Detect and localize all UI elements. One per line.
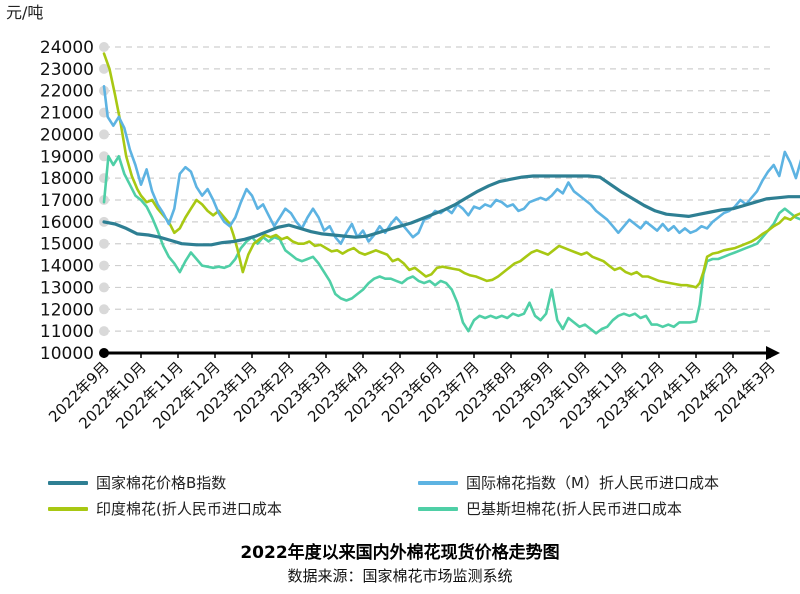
price-trend-chart: 元/吨 240002300022000210002000019000180001… bbox=[6, 3, 800, 433]
y-tick-marker bbox=[99, 282, 109, 293]
chart-title: 2022年度以来国内外棉花现货价格走势图 bbox=[240, 543, 560, 563]
y-tick-marker bbox=[99, 326, 109, 337]
y-tick-label: 17000 bbox=[40, 191, 94, 211]
chart-source: 数据来源：国家棉花市场监测系统 bbox=[287, 567, 513, 585]
y-tick-marker bbox=[99, 151, 109, 162]
x-tick-labels: 2022年9月2022年10月2022年11月2022年12月2023年1月20… bbox=[45, 358, 779, 432]
y-tick-label: 21000 bbox=[40, 104, 94, 124]
series-lines bbox=[102, 52, 800, 335]
y-tick-marker bbox=[99, 260, 109, 271]
series-line-3 bbox=[102, 155, 800, 335]
legend-label-international-index: 国际棉花指数（M）折人民币进口成本 bbox=[466, 474, 719, 492]
y-tick-label: 12000 bbox=[40, 300, 94, 320]
y-tick-label: 19000 bbox=[40, 147, 94, 167]
series-line-0 bbox=[102, 174, 800, 247]
legend-item-international-index: 国际棉花指数（M）折人民币进口成本 bbox=[418, 472, 719, 493]
y-tick-label: 13000 bbox=[40, 278, 94, 298]
y-tick-label: 15000 bbox=[40, 235, 94, 255]
legend-item-b-index: 国家棉花价格B指数 bbox=[48, 472, 226, 493]
legend-label-pakistan: 巴基斯坦棉花(折人民币进口成本 bbox=[466, 500, 682, 518]
legend-swatch-b-index bbox=[48, 480, 88, 485]
legend-swatch-international-index bbox=[418, 480, 458, 485]
series-line-2 bbox=[102, 52, 800, 289]
axes bbox=[99, 346, 780, 360]
y-tick-marker bbox=[99, 42, 109, 52]
series-line-1 bbox=[102, 85, 800, 245]
y-tick-marker bbox=[99, 304, 109, 315]
y-tick-marker bbox=[99, 129, 109, 140]
y-tick-label: 22000 bbox=[40, 82, 94, 102]
legend-swatch-pakistan bbox=[418, 506, 458, 511]
legend-label-india: 印度棉花(折人民币进口成本 bbox=[96, 500, 282, 518]
y-tick-label: 24000 bbox=[40, 38, 94, 58]
y-tick-label: 20000 bbox=[40, 125, 94, 145]
x-axis-arrow bbox=[766, 346, 780, 360]
y-tick-label: 10000 bbox=[40, 344, 94, 364]
legend-swatch-india bbox=[48, 506, 88, 511]
gridlines bbox=[99, 42, 770, 358]
y-tick-label: 11000 bbox=[40, 322, 94, 342]
legend-item-india: 印度棉花(折人民币进口成本 bbox=[48, 498, 282, 519]
y-tick-label: 16000 bbox=[40, 213, 94, 233]
legend-item-pakistan: 巴基斯坦棉花(折人民币进口成本 bbox=[418, 498, 682, 519]
y-tick-labels: 2400023000220002100020000190001800017000… bbox=[40, 38, 94, 364]
y-tick-label: 14000 bbox=[40, 257, 94, 277]
legend-label-b-index: 国家棉花价格B指数 bbox=[96, 474, 227, 492]
y-tick-label: 23000 bbox=[40, 60, 94, 80]
y-tick-label: 18000 bbox=[40, 169, 94, 189]
y-tick-marker bbox=[99, 238, 109, 249]
y-axis-unit-label: 元/吨 bbox=[6, 3, 43, 22]
y-tick-marker bbox=[99, 63, 109, 74]
